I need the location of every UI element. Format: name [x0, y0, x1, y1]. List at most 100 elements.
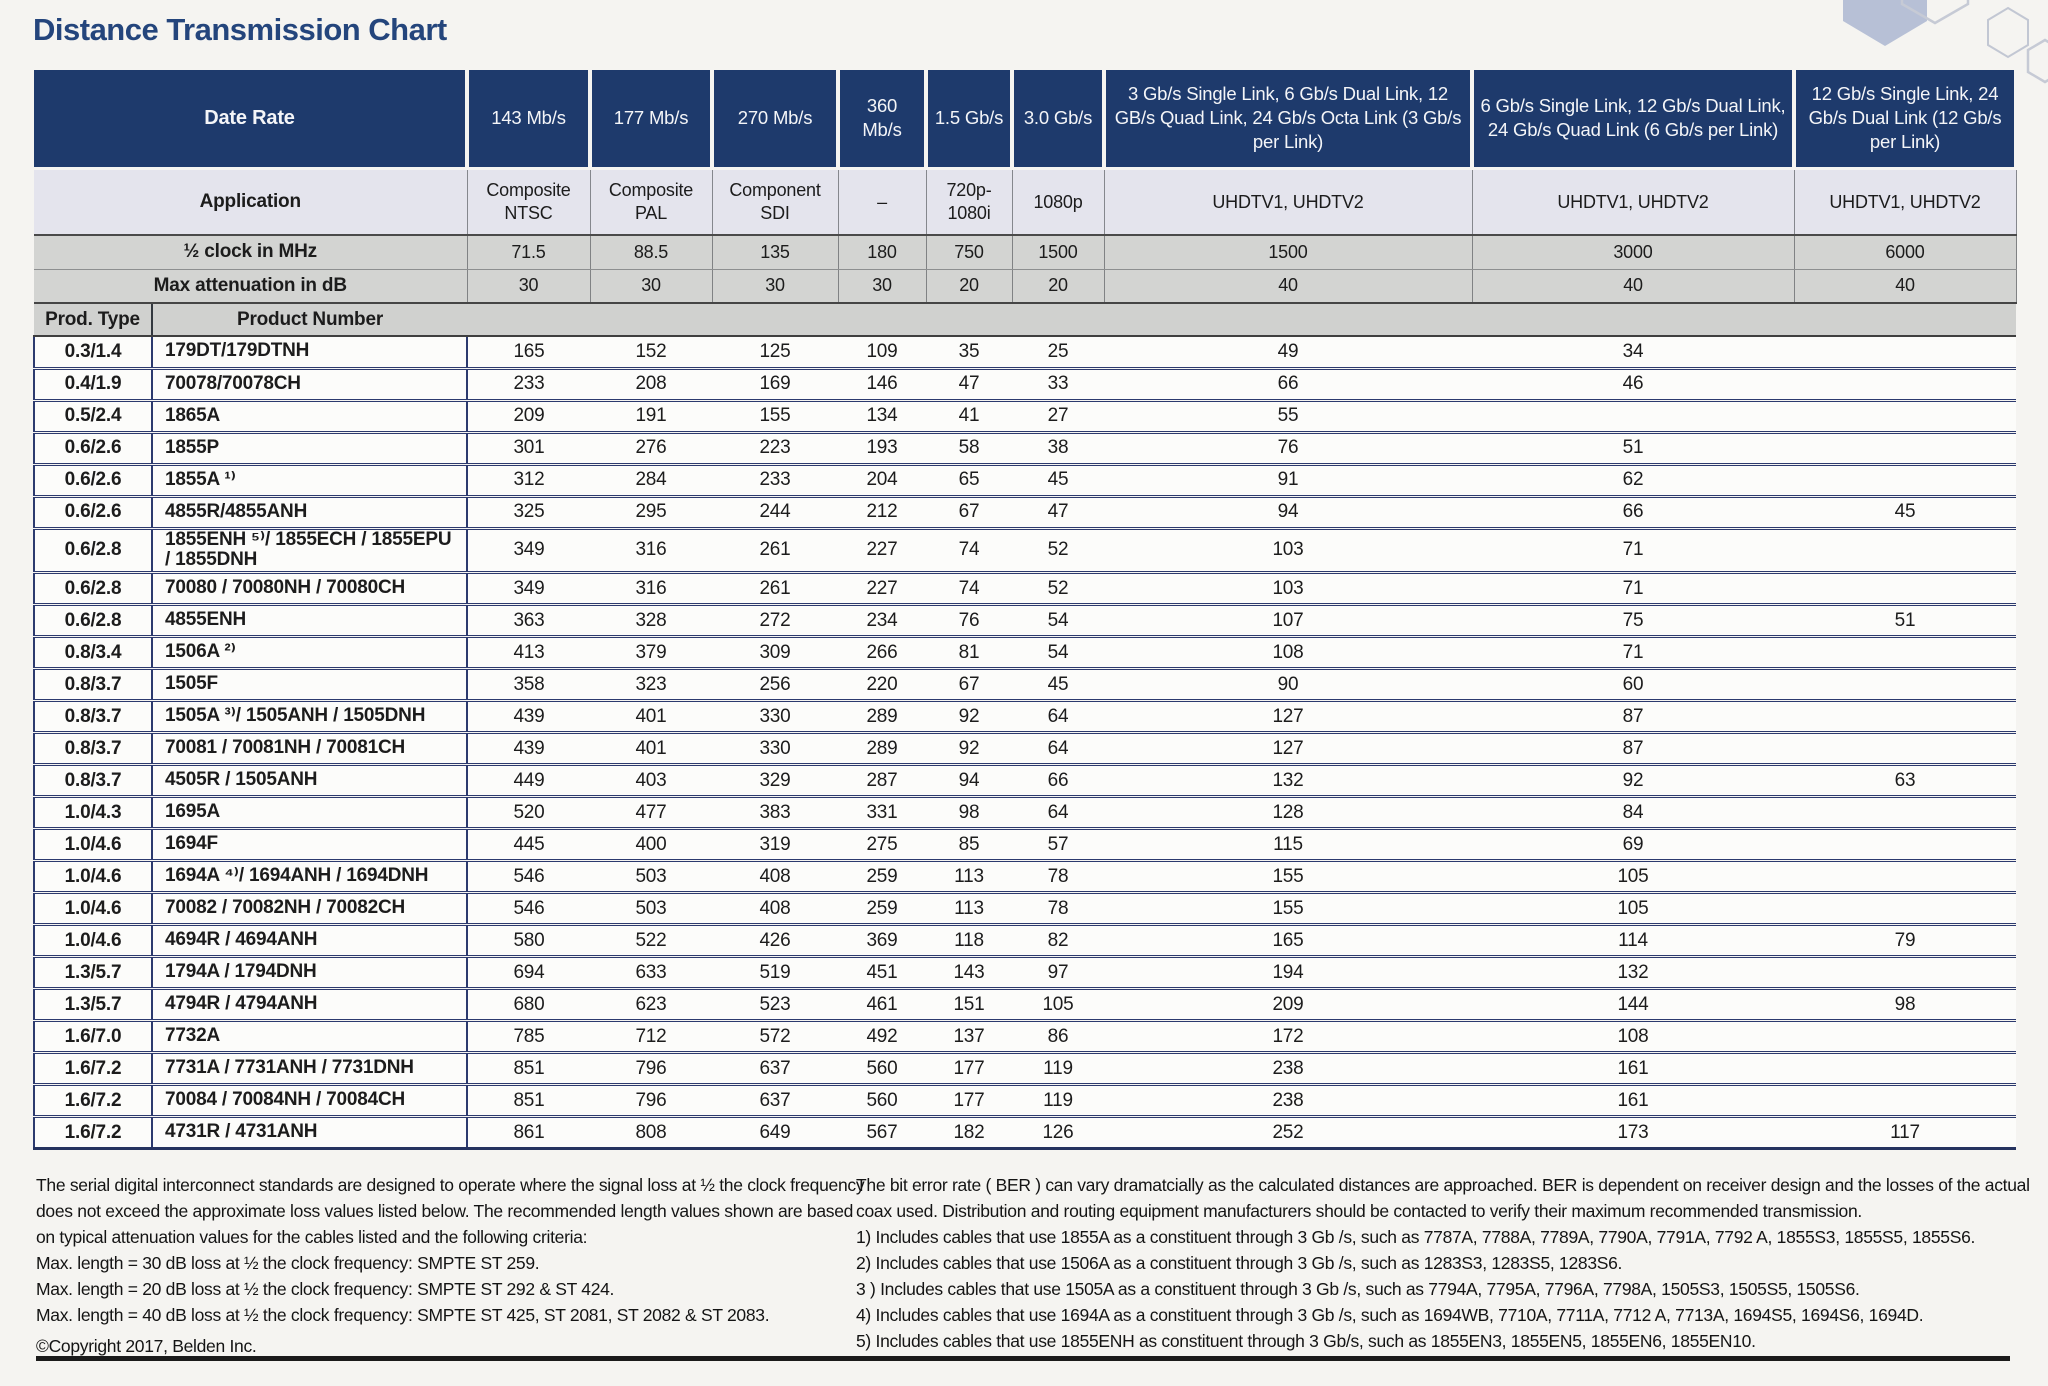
distance-cell: 60 — [1472, 667, 1794, 701]
prod-type-cell: 1.6/7.2 — [33, 1051, 153, 1085]
distance-cell: 64 — [1012, 699, 1104, 733]
distance-cell: 379 — [590, 635, 712, 669]
distance-cell: 47 — [1012, 494, 1104, 528]
distance-cell — [1794, 462, 2016, 496]
product-number-cell: 70078/70078CH — [152, 366, 468, 400]
distance-cell: 169 — [712, 366, 838, 400]
prod-type-cell: 0.6/2.6 — [33, 494, 153, 528]
distance-cell: 47 — [926, 366, 1012, 400]
prod-type-cell: 0.8/3.7 — [33, 763, 153, 797]
distance-cell: 287 — [838, 763, 926, 797]
distance-cell: 51 — [1472, 430, 1794, 464]
distance-cell: 244 — [712, 494, 838, 528]
product-number-cell: 7731A / 7731ANH / 7731DNH — [152, 1051, 468, 1085]
max-attenuation-cell: 30 — [712, 269, 839, 304]
distance-cell: 503 — [590, 859, 712, 893]
distance-cell: 151 — [926, 987, 1012, 1021]
distance-cell: 34 — [1472, 336, 1794, 368]
distance-cell: 633 — [590, 955, 712, 989]
distance-cell: 155 — [1104, 859, 1472, 893]
distance-cell — [1794, 635, 2016, 669]
distance-cell: 57 — [1012, 827, 1104, 861]
product-number-cell: 1865A — [152, 398, 468, 432]
distance-table-body: Date Rate 143 Mb/s 177 Mb/s 270 Mb/s 360 Mb/… — [33, 70, 2018, 1151]
distance-cell: 74 — [926, 571, 1012, 605]
product-number-header: Product Number — [152, 303, 467, 337]
max-attenuation-cell: 40 — [1472, 269, 1795, 304]
prod-type-cell: 1.0/4.3 — [33, 795, 153, 829]
distance-cell: 413 — [467, 635, 590, 669]
distance-cell: 252 — [1104, 1115, 1472, 1151]
product-number-cell: 1855ENH ⁵⁾/ 1855ECH / 1855EPU / 1855DNH — [152, 526, 468, 573]
distance-cell: 94 — [926, 763, 1012, 797]
data-rate-header-cell: 1.5 Gb/s — [926, 70, 1014, 170]
distance-cell: 503 — [590, 891, 712, 925]
table-row: 1.3/5.7 4794R / 4794ANH 680 623 523 461 151 105… — [33, 987, 2016, 1021]
distance-cell — [1794, 1019, 2016, 1053]
distance-cell: 369 — [838, 923, 926, 957]
distance-cell: 193 — [838, 430, 926, 464]
distance-cell: 113 — [926, 859, 1012, 893]
distance-cell: 401 — [590, 699, 712, 733]
distance-cell: 132 — [1472, 955, 1794, 989]
distance-cell: 92 — [926, 731, 1012, 765]
distance-cell: 75 — [1472, 603, 1794, 637]
date-rate-label: Date Rate — [34, 70, 469, 170]
distance-cell: 272 — [712, 603, 838, 637]
distance-cell: 165 — [1104, 923, 1472, 957]
distance-cell: 132 — [1104, 763, 1472, 797]
product-number-cell: 1794A / 1794DNH — [152, 955, 468, 989]
table-row: 0.8/3.7 1505A ³⁾/ 1505ANH / 1505DNH 439 401… — [33, 699, 2016, 733]
date-rate-row: Date Rate 143 Mb/s 177 Mb/s 270 Mb/s 360 Mb/… — [34, 70, 2018, 170]
distance-cell: 155 — [1104, 891, 1472, 925]
distance-cell: 227 — [838, 571, 926, 605]
prod-type-cell: 1.0/4.6 — [33, 827, 153, 861]
distance-cell: 161 — [1472, 1083, 1794, 1117]
distance-cell: 325 — [467, 494, 590, 528]
column-header-filler — [467, 303, 2016, 337]
distance-cell: 27 — [1012, 398, 1104, 432]
distance-cell: 461 — [838, 987, 926, 1021]
distance-cell: 128 — [1104, 795, 1472, 829]
distance-cell: 330 — [712, 699, 838, 733]
distance-table: Date Rate 143 Mb/s 177 Mb/s 270 Mb/s 360 Mb/… — [33, 70, 2018, 1151]
prod-type-cell: 0.6/2.8 — [33, 571, 153, 605]
distance-cell: 144 — [1472, 987, 1794, 1021]
distance-cell: 109 — [838, 336, 926, 368]
distance-cell: 301 — [467, 430, 590, 464]
footnote-criteria-list: Max. length = 30 dB loss at ½ the clock … — [36, 1250, 866, 1328]
distance-cell: 289 — [838, 699, 926, 733]
distance-cell: 137 — [926, 1019, 1012, 1053]
distance-cell — [1794, 859, 2016, 893]
distance-cell: 567 — [838, 1115, 926, 1151]
distance-cell: 155 — [712, 398, 838, 432]
distance-cell: 408 — [712, 859, 838, 893]
distance-cell: 115 — [1104, 827, 1472, 861]
note-line: 2) Includes cables that use 1506A as a c… — [856, 1253, 1623, 1273]
distance-cell: 65 — [926, 462, 1012, 496]
half-clock-cell: 88.5 — [590, 235, 713, 270]
distance-cell — [1794, 955, 2016, 989]
hexagon-outline-icon — [1900, 0, 1970, 25]
product-number-cell: 4794R / 4794ANH — [152, 987, 468, 1021]
distance-cell: 54 — [1012, 603, 1104, 637]
prod-type-cell: 0.6/2.8 — [33, 603, 153, 637]
hexagon-outline-icon — [1987, 6, 2029, 59]
distance-cell: 177 — [926, 1051, 1012, 1085]
distance-cell: 233 — [712, 462, 838, 496]
distance-cell: 38 — [1012, 430, 1104, 464]
distance-cell: 64 — [1012, 731, 1104, 765]
distance-cell: 259 — [838, 891, 926, 925]
footnote-notes-list: 1) Includes cables that use 1855A as a c… — [856, 1224, 2036, 1354]
table-row: 1.6/7.2 4731R / 4731ANH 861 808 649 567 182 126… — [33, 1115, 2016, 1151]
prod-type-cell: 0.8/3.7 — [33, 731, 153, 765]
distance-cell: 312 — [467, 462, 590, 496]
bottom-divider-rule — [36, 1356, 2010, 1361]
distance-cell: 113 — [926, 891, 1012, 925]
prod-type-cell: 0.4/1.9 — [33, 366, 153, 400]
prod-type-cell: 1.6/7.0 — [33, 1019, 153, 1053]
distance-cell: 46 — [1472, 366, 1794, 400]
distance-cell: 114 — [1472, 923, 1794, 957]
distance-cell: 85 — [926, 827, 1012, 861]
half-clock-cell: 135 — [712, 235, 839, 270]
